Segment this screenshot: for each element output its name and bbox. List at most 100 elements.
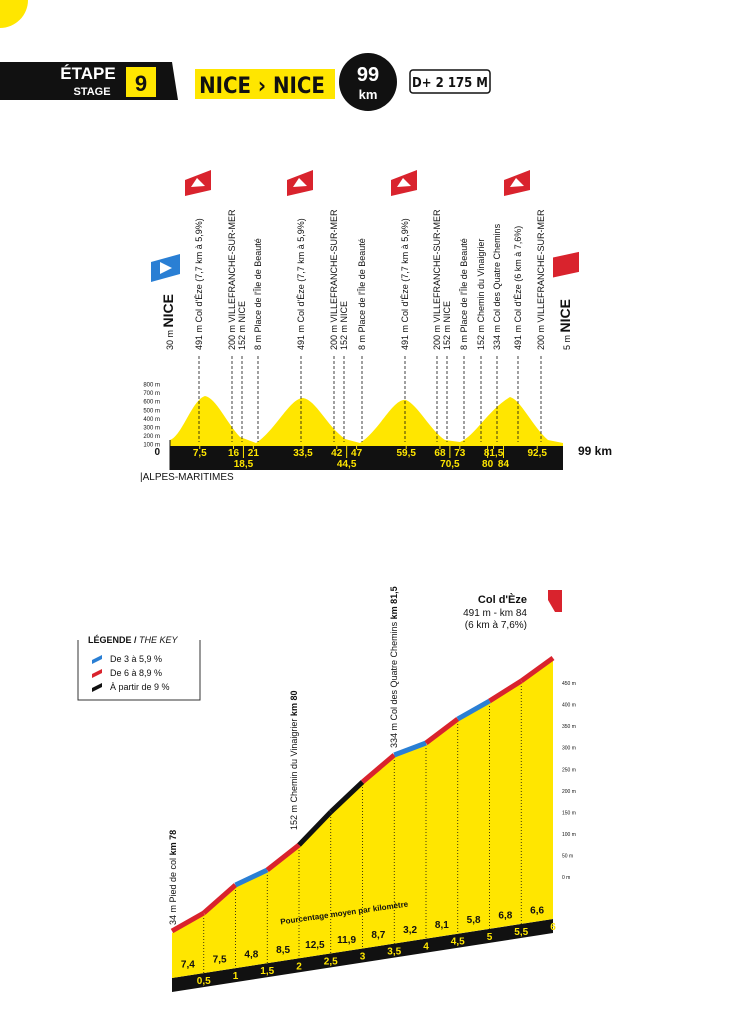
km-label: 21 xyxy=(248,448,260,459)
km-label: 68 xyxy=(434,448,446,459)
km-label: 73 xyxy=(454,448,466,459)
point-alt: 152 m xyxy=(289,805,299,830)
gradient-label: 12,5 xyxy=(305,940,325,951)
legend-title: LÉGENDE / THE KEY xyxy=(88,635,179,645)
y-tick-label: 300 m xyxy=(562,746,576,752)
gradient-label: 8,5 xyxy=(276,945,290,956)
waypoint-alt: 152 m xyxy=(339,325,349,350)
waypoint-name: Place de l'Île de Beauté xyxy=(357,238,367,332)
km-label: 3,5 xyxy=(387,947,401,958)
waypoint-alt: 200 m xyxy=(536,325,546,350)
waypoint-label: 30 m NICE xyxy=(160,294,176,350)
waypoint-name: VILLEFRANCHE-SUR-MER xyxy=(329,209,339,323)
point-label: 152 m Chemin du Vinaigrier km 80 xyxy=(289,691,299,830)
gradient-segment xyxy=(265,843,301,872)
legend-swatch xyxy=(92,655,102,664)
waypoint-alt: 152 m xyxy=(237,325,247,350)
waypoint-label: 491 m Col d'Èze (7,7 km à 5,9%) xyxy=(296,218,306,350)
gradient-label: 11,9 xyxy=(337,935,356,946)
y-tick-label: 400 m xyxy=(143,417,160,423)
mountain-icon xyxy=(191,178,205,187)
y-tick-label: 200 m xyxy=(143,434,160,440)
col-alt-km: 491 m - km 84 xyxy=(463,608,527,619)
waypoint-name: VILLEFRANCHE-SUR-MER xyxy=(227,209,237,323)
km-label: 81,5 xyxy=(484,448,504,459)
point-km: km 78 xyxy=(168,830,178,856)
region: |ALPES-MARITIMES xyxy=(140,472,234,483)
waypoint-name: Col d'Èze (7,7 km à 5,9%) xyxy=(296,218,306,322)
waypoint-alt: 491 m xyxy=(296,325,306,350)
stage-number-box xyxy=(126,67,156,97)
gradient-segment xyxy=(424,717,460,745)
waypoint-alt: 8 m xyxy=(459,335,469,350)
legend-title-fr: LÉGENDE / xyxy=(88,635,139,645)
gradient-segment xyxy=(329,780,365,814)
col-name: Col d'Èze xyxy=(478,593,527,606)
waypoint-name: NICE xyxy=(339,301,349,323)
km-label: 5 xyxy=(487,932,493,943)
waypoint-alt: 491 m xyxy=(400,325,410,350)
waypoint-alt: 200 m xyxy=(227,325,237,350)
waypoint-label: 200 m VILLEFRANCHE-SUR-MER xyxy=(227,209,237,350)
stage-number: 9 xyxy=(135,71,147,96)
y-tick-label: 450 m xyxy=(562,681,576,687)
waypoint-name: Col d'Èze (6 km à 7,6%) xyxy=(513,226,523,323)
waypoint-label: 8 m Place de l'Île de Beauté xyxy=(357,238,367,350)
distance-unit: km xyxy=(359,87,378,102)
gradient-label: 6,6 xyxy=(530,905,544,916)
y-tick-label: 0 m xyxy=(562,875,570,881)
y-tick-label: 100 m xyxy=(143,442,160,448)
y-tick-label: 50 m xyxy=(562,853,573,859)
waypoint-name: Place de l'Île de Beauté xyxy=(459,238,469,332)
gradient-label: 6,8 xyxy=(498,910,512,921)
gradient-segment xyxy=(297,810,333,847)
legend-title-en: THE KEY xyxy=(139,635,179,645)
waypoint-alt: 491 m xyxy=(194,325,204,350)
waypoint-alt: 30 m xyxy=(165,330,175,350)
route: NICE › NICE xyxy=(199,74,325,99)
km-label: 18,5 xyxy=(234,459,254,470)
waypoint-label: 8 m Place de l'Île de Beauté xyxy=(253,238,263,350)
km-label: 84 xyxy=(498,459,510,470)
y-tick-label: 400 m xyxy=(562,703,576,709)
mountain-icon xyxy=(293,178,307,187)
km-label: 4 xyxy=(423,942,429,953)
waypoint-name: NICE xyxy=(160,294,176,327)
mountain-icon xyxy=(510,178,524,187)
gradient-segment xyxy=(170,910,205,934)
km-label: 47 xyxy=(351,448,363,459)
y-tick-label: 350 m xyxy=(562,724,576,730)
end-km: 99 km xyxy=(578,444,612,458)
point-km: km 81,5 xyxy=(389,586,399,619)
col-badge xyxy=(548,590,562,612)
distance: 99 xyxy=(357,64,379,86)
waypoint-label: 334 m Col des Quatre Chemins xyxy=(492,223,502,350)
gradient-label: 4,8 xyxy=(244,950,258,961)
km-label: 92,5 xyxy=(527,448,547,459)
mountain-icon xyxy=(397,178,411,187)
point-alt: 334 m xyxy=(389,723,399,748)
waypoint-label: 491 m Col d'Èze (7,7 km à 5,9%) xyxy=(194,218,204,350)
km-label: 6 xyxy=(550,922,556,933)
waypoint-name: Col d'Èze (7,7 km à 5,9%) xyxy=(194,218,204,322)
waypoint-alt: 8 m xyxy=(253,335,263,350)
km-label: 2,5 xyxy=(324,956,338,967)
km-label: 0,5 xyxy=(197,976,211,987)
km-label: 44,5 xyxy=(337,459,357,470)
km-label: 4,5 xyxy=(451,937,465,948)
waypoint-label: 491 m Col d'Èze (7,7 km à 5,9%) xyxy=(400,218,410,350)
y-tick-label: 600 m xyxy=(143,400,160,406)
gradient-label: 5,8 xyxy=(467,915,481,926)
y-tick-label: 150 m xyxy=(562,810,576,816)
gradient-segment xyxy=(519,655,555,684)
km-label: 3 xyxy=(360,951,366,962)
waypoint-label: 200 m VILLEFRANCHE-SUR-MER xyxy=(432,209,442,350)
gradient-segment xyxy=(360,753,396,784)
gradient-label: 7,4 xyxy=(181,960,195,971)
waypoint-label: 152 m NICE xyxy=(442,301,452,350)
km-label: 33,5 xyxy=(293,448,313,459)
waypoint-label: 8 m Place de l'Île de Beauté xyxy=(459,238,469,350)
profile-area xyxy=(170,396,563,446)
